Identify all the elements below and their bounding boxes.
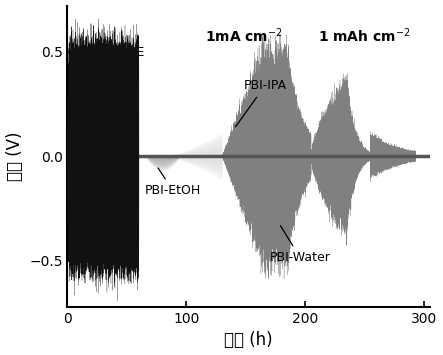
- Text: PBI-EtOH: PBI-EtOH: [145, 168, 201, 197]
- Text: 1mA cm$^{-2}$: 1mA cm$^{-2}$: [205, 27, 283, 45]
- X-axis label: 时间 (h): 时间 (h): [225, 332, 273, 349]
- Text: PBI-IPA: PBI-IPA: [236, 79, 287, 127]
- Text: PBI-Water: PBI-Water: [269, 226, 330, 264]
- Text: 1 mAh cm$^{-2}$: 1 mAh cm$^{-2}$: [318, 27, 410, 45]
- Y-axis label: 电压 (V): 电压 (V): [6, 132, 23, 181]
- Text: PE: PE: [96, 46, 145, 75]
